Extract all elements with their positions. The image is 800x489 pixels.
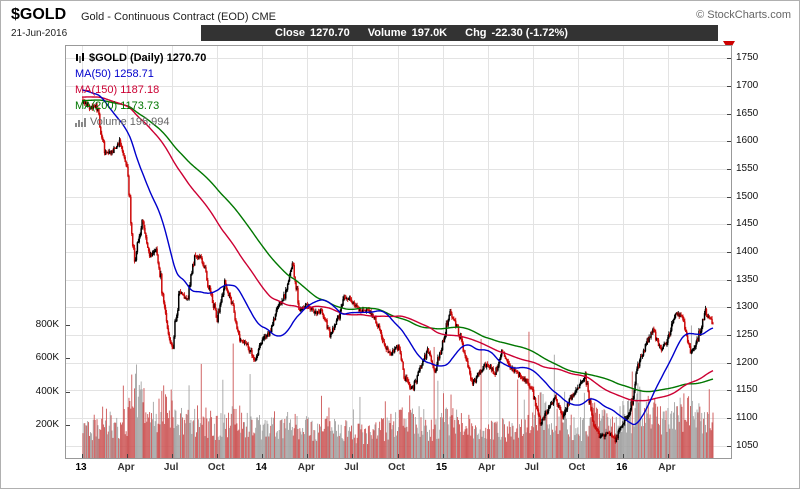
price-tick-label: 1050: [736, 439, 759, 451]
price-tick-label: 1350: [736, 273, 759, 285]
x-tick-label: Oct: [388, 462, 405, 473]
price-chart-canvas: [66, 46, 731, 458]
chg-value: -22.30 (-1.72%): [491, 27, 568, 39]
chart-legend: $GOLD (Daily) 1270.70 MA(50) 1258.71 MA(…: [75, 50, 206, 130]
volume-label: Volume: [367, 27, 407, 39]
symbol-ticker: $GOLD: [11, 6, 67, 23]
price-tick-label: 1500: [736, 190, 759, 202]
x-tick-label: Apr: [297, 462, 315, 473]
chart-date: 21-Jun-2016: [11, 28, 68, 39]
quote-bar: Close 1270.70 Volume 197.0K Chg -22.30 (…: [201, 25, 718, 41]
price-tick-label: 1550: [736, 162, 759, 174]
price-tick-label: 1450: [736, 218, 759, 230]
volume-value: 197.0K: [411, 27, 448, 39]
candlestick-icon: [76, 52, 84, 63]
legend-ma50-row: MA(50) 1258.71: [75, 66, 206, 82]
x-tick-label: Oct: [207, 462, 225, 473]
x-tick-label: 14: [255, 462, 267, 473]
price-tick-label: 1200: [736, 356, 759, 368]
price-tick-label: 1700: [736, 79, 759, 91]
legend-ma200-row: MA(200) 1173.73: [75, 98, 206, 114]
price-tick-label: 1750: [736, 52, 759, 64]
x-tick-label: 13: [75, 462, 87, 473]
close-label: Close: [275, 27, 305, 39]
quote-volume: Volume 197.0K: [368, 27, 447, 39]
x-tick-label: Apr: [658, 462, 676, 473]
legend-volume-row: Volume 196,994: [75, 114, 206, 130]
legend-volume-label: Volume 196,994: [90, 116, 170, 128]
x-tick-label: Apr: [478, 462, 496, 473]
volume-tick-label: 400K: [35, 385, 59, 397]
plot-area: $GOLD (Daily) 1270.70 MA(50) 1258.71 MA(…: [65, 45, 732, 459]
price-tick-label: 1300: [736, 301, 759, 313]
legend-title-label: $GOLD (Daily) 1270.70: [89, 52, 207, 64]
symbol-description: Gold - Continuous Contract (EOD) CME: [81, 11, 277, 23]
legend-ma150-row: MA(150) 1187.18: [75, 82, 206, 98]
legend-ma150-label: MA(150) 1187.18: [75, 84, 160, 96]
price-tick-label: 1600: [736, 135, 759, 147]
x-tick-label: Jul: [163, 462, 179, 473]
quote-close: Close 1270.70: [275, 27, 350, 39]
price-tick-label: 1400: [736, 246, 759, 257]
volume-tick-label: 800K: [35, 319, 59, 331]
price-tick-label: 1150: [736, 384, 758, 396]
quote-change: Chg -22.30 (-1.72%): [465, 27, 568, 39]
volume-bars-icon: [75, 118, 86, 127]
x-tick-label: Jul: [344, 462, 359, 473]
volume-tick-label: 600K: [35, 352, 59, 364]
volume-tick-label: 200K: [35, 418, 59, 430]
price-tick-label: 1100: [736, 412, 758, 424]
legend-title-row: $GOLD (Daily) 1270.70: [75, 50, 206, 66]
stockcharts-watermark: © StockCharts.com: [696, 9, 791, 21]
x-tick-label: Apr: [117, 462, 135, 473]
x-tick-label: Oct: [568, 462, 586, 473]
x-tick-label: 15: [436, 462, 448, 473]
x-tick-label: 16: [616, 462, 628, 473]
chg-label: Chg: [465, 27, 487, 39]
x-tick-label: Jul: [524, 462, 539, 473]
legend-ma50-label: MA(50) 1258.71: [75, 68, 154, 80]
price-tick-label: 1250: [736, 329, 759, 341]
legend-ma200-label: MA(200) 1173.73: [75, 100, 160, 112]
price-tick-label: 1650: [736, 107, 759, 119]
close-value: 1270.70: [309, 27, 350, 39]
